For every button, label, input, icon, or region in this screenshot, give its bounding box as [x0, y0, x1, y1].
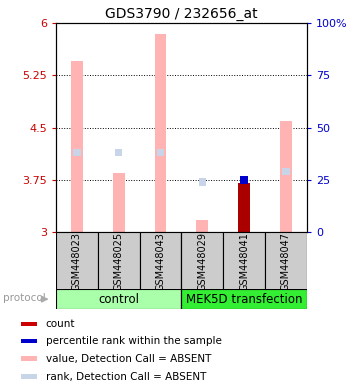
Bar: [56, 232, 98, 290]
Bar: [21, 322, 37, 326]
Bar: [181, 289, 307, 309]
Text: GSM448025: GSM448025: [114, 232, 124, 291]
Bar: [21, 356, 37, 361]
Text: protocol: protocol: [3, 293, 45, 303]
Bar: [240, 176, 248, 184]
Bar: [21, 374, 37, 379]
Bar: [155, 33, 166, 232]
Bar: [113, 173, 125, 232]
Bar: [140, 232, 181, 290]
Bar: [223, 232, 265, 290]
Text: count: count: [45, 319, 75, 329]
Bar: [265, 232, 307, 290]
Bar: [98, 232, 140, 290]
Bar: [21, 339, 37, 343]
Bar: [196, 220, 208, 232]
Bar: [282, 168, 290, 175]
Text: percentile rank within the sample: percentile rank within the sample: [45, 336, 221, 346]
Bar: [56, 289, 181, 309]
Bar: [181, 232, 223, 290]
Text: rank, Detection Call = ABSENT: rank, Detection Call = ABSENT: [45, 371, 206, 382]
Text: GSM448023: GSM448023: [72, 232, 82, 291]
Bar: [280, 121, 292, 232]
Bar: [157, 149, 164, 156]
Text: GSM448043: GSM448043: [156, 232, 165, 291]
Text: value, Detection Call = ABSENT: value, Detection Call = ABSENT: [45, 354, 211, 364]
Text: GSM448041: GSM448041: [239, 232, 249, 291]
Text: GSM448047: GSM448047: [281, 232, 291, 291]
Bar: [73, 149, 81, 156]
Bar: [115, 149, 122, 156]
Title: GDS3790 / 232656_at: GDS3790 / 232656_at: [105, 7, 258, 21]
Text: MEK5D transfection: MEK5D transfection: [186, 293, 303, 306]
Bar: [199, 179, 206, 186]
Bar: [238, 184, 250, 232]
Text: control: control: [98, 293, 139, 306]
Bar: [71, 61, 83, 232]
Text: GSM448029: GSM448029: [197, 232, 207, 291]
